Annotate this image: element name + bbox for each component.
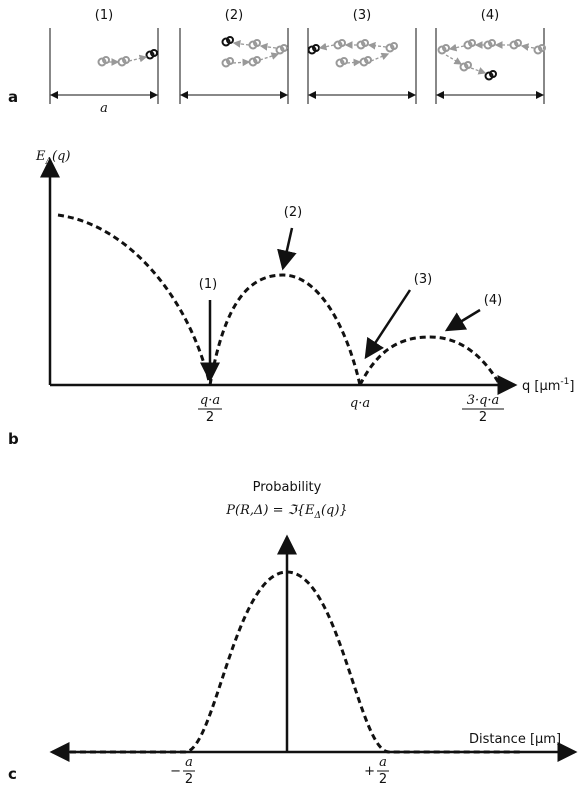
- tick-sign: +: [364, 764, 375, 779]
- molecule: [102, 56, 110, 64]
- step-arrow: [128, 54, 148, 63]
- step-label: (1): [95, 8, 113, 23]
- tick-denominator: 2: [479, 410, 487, 425]
- step-label: (3): [353, 8, 371, 23]
- annotation: (4): [484, 293, 502, 308]
- molecule: [514, 39, 522, 47]
- panel-a: (1) (2) (3) (4) a: [49, 8, 546, 116]
- step-arrow: [346, 58, 362, 67]
- molecule: [489, 70, 497, 78]
- molecule: [150, 49, 158, 57]
- step-arrow: [445, 54, 463, 65]
- step-arrow: [318, 42, 335, 51]
- x-label-end: ]: [569, 379, 574, 394]
- x-label: q [µm-1]: [522, 377, 574, 394]
- tick-denominator: 2: [379, 772, 387, 787]
- curve: [358, 335, 502, 386]
- molecule: [280, 44, 288, 52]
- y-label: EΔ(q): [35, 149, 70, 167]
- molecule: [390, 42, 398, 50]
- molecule: [364, 56, 372, 64]
- x-label-sup: -1: [560, 377, 569, 387]
- molecule: [464, 61, 472, 69]
- y-label-arg: (q): [52, 149, 70, 164]
- curve: [60, 570, 520, 754]
- step-arrow: [367, 41, 387, 50]
- annotation-arrow: [364, 289, 412, 360]
- step-arrow: [370, 52, 390, 62]
- y-title: Probability: [253, 480, 322, 495]
- tick-denominator: 2: [206, 410, 214, 425]
- y-label-sub: Δ: [45, 157, 53, 167]
- curve: [208, 273, 362, 386]
- annotation: (2): [284, 205, 302, 220]
- width-label: a: [100, 101, 108, 116]
- formula-main: P(R,Δ) = ℑ{E: [225, 503, 315, 518]
- annotation-arrow: [277, 227, 297, 271]
- panel-label: a: [8, 88, 18, 106]
- formula-sub: Δ: [313, 511, 321, 521]
- formula: P(R,Δ) = ℑ{EΔ(q)}: [225, 503, 347, 521]
- step-arrow: [232, 58, 251, 67]
- step-arrow: [259, 42, 277, 51]
- annotation: (1): [199, 277, 217, 292]
- panel-c: Probability P(R,Δ) = ℑ{EΔ(q)} Distance […: [49, 480, 578, 787]
- tick-label: q·a: [350, 396, 370, 411]
- x-label-main: q [µm: [522, 379, 560, 394]
- tick-numerator: q·a: [200, 393, 220, 408]
- molecule: [340, 57, 348, 65]
- tick-sign: −: [170, 764, 181, 779]
- tick-denominator: 2: [185, 772, 193, 787]
- panel-label: b: [8, 430, 19, 448]
- step-arrow: [232, 39, 250, 48]
- step-arrow: [520, 43, 535, 51]
- molecule: [122, 56, 130, 64]
- y-label-main: E: [35, 149, 46, 164]
- curve: [57, 213, 212, 386]
- molecule: [538, 44, 546, 52]
- formula-end: (q)}: [321, 503, 348, 518]
- panel-label: c: [8, 765, 17, 783]
- step-label: (4): [481, 8, 499, 23]
- tick-numerator: 3·q·a: [467, 393, 500, 408]
- annotation: (3): [414, 272, 432, 287]
- tick-numerator: a: [379, 755, 387, 770]
- step-label: (2): [225, 8, 243, 23]
- step-arrow: [448, 43, 465, 52]
- tick-numerator: a: [185, 755, 193, 770]
- annotation-arrow: [444, 308, 481, 332]
- step-arrow: [259, 52, 280, 61]
- panel-b: EΔ(q) q [µm-1] (1) (2) (3) (4) q·a 2 q·a…: [35, 149, 574, 425]
- x-label: Distance [µm]: [469, 732, 561, 747]
- molecule: [226, 57, 234, 65]
- step-arrow: [470, 67, 487, 75]
